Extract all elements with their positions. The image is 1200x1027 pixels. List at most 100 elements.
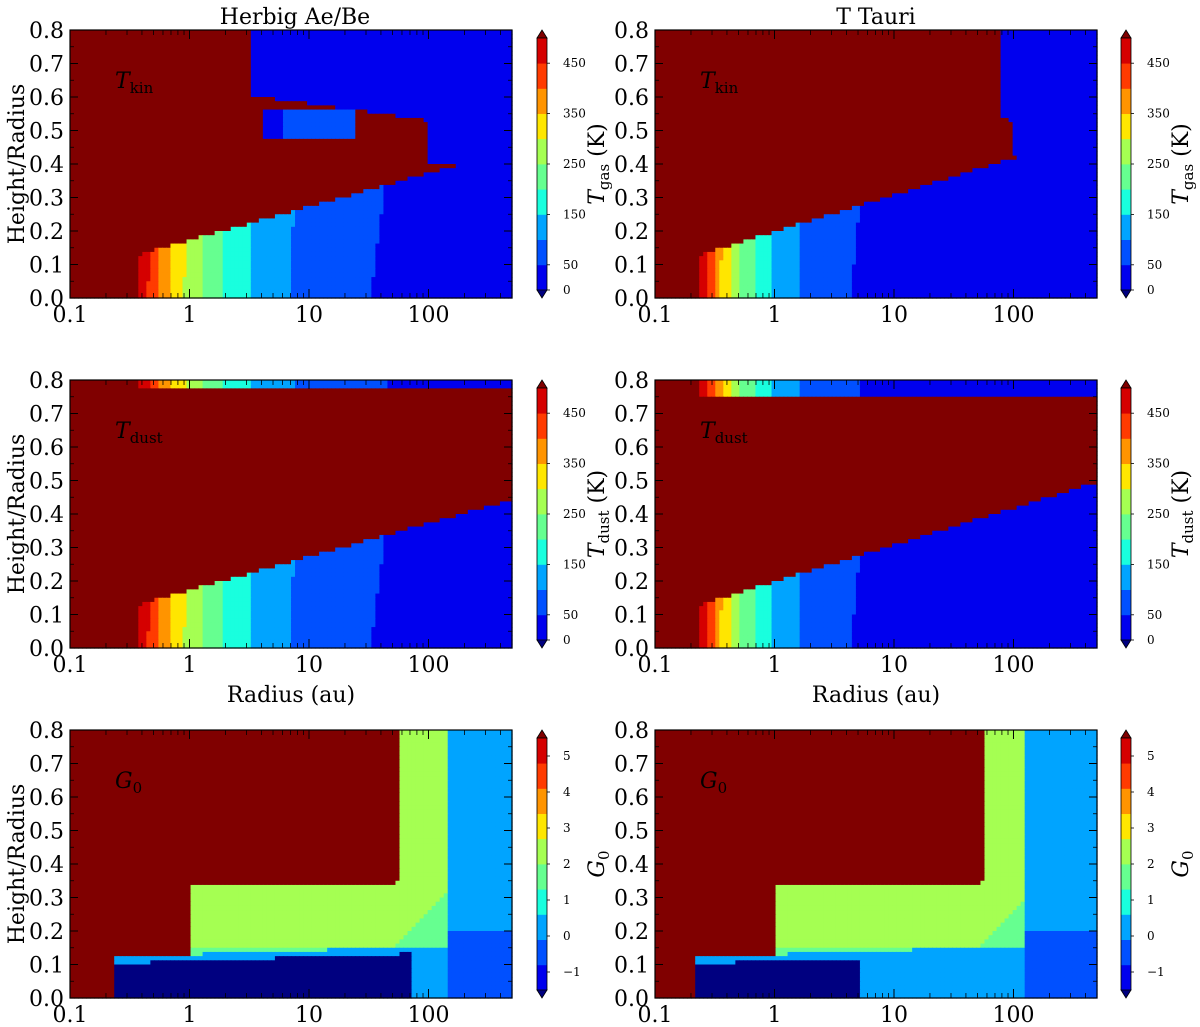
- heatmap-cell: [448, 93, 453, 98]
- heatmap-cell: [215, 126, 220, 131]
- heatmap-cell: [432, 64, 437, 69]
- heatmap-cell: [383, 72, 388, 77]
- heatmap-cell: [452, 110, 457, 115]
- heatmap-cell: [166, 80, 171, 85]
- heatmap-cell: [231, 160, 236, 165]
- heatmap-cell: [211, 110, 216, 115]
- heatmap-cell: [327, 101, 332, 106]
- heatmap-cell: [363, 105, 368, 110]
- heatmap-cell: [279, 72, 284, 77]
- heatmap-cell: [347, 151, 352, 156]
- heatmap-cell: [468, 110, 473, 115]
- heatmap-cell: [102, 126, 107, 131]
- heatmap-cell: [307, 80, 312, 85]
- heatmap-cell: [158, 105, 163, 110]
- heatmap-cell: [343, 101, 348, 106]
- heatmap-cell: [444, 164, 449, 169]
- heatmap-cell: [404, 97, 409, 102]
- heatmap-cell: [207, 55, 212, 60]
- heatmap-cell: [207, 110, 212, 115]
- heatmap-cell: [303, 84, 308, 89]
- heatmap-cell: [404, 147, 409, 152]
- heatmap-cell: [138, 114, 143, 119]
- heatmap-cell: [460, 139, 465, 144]
- heatmap-cell: [448, 47, 453, 52]
- heatmap-cell: [267, 64, 272, 69]
- heatmap-cell: [444, 139, 449, 144]
- heatmap-cell: [448, 126, 453, 131]
- heatmap-cell: [440, 126, 445, 131]
- heatmap-cell: [255, 122, 260, 127]
- heatmap-cell: [303, 68, 308, 73]
- heatmap-cell: [327, 118, 332, 123]
- heatmap-cell: [158, 101, 163, 106]
- heatmap-cell: [492, 135, 497, 140]
- heatmap-cell: [420, 122, 425, 127]
- heatmap-cell: [187, 156, 192, 161]
- heatmap-cell: [331, 122, 336, 127]
- heatmap-cell: [247, 64, 252, 69]
- heatmap-cell: [359, 89, 364, 94]
- heatmap-cell: [436, 34, 441, 39]
- heatmap-cell: [375, 118, 380, 123]
- heatmap-cell: [383, 43, 388, 48]
- heatmap-cell: [452, 59, 457, 64]
- heatmap-cell: [255, 143, 260, 148]
- heatmap-cell: [122, 143, 127, 148]
- heatmap-cell: [440, 72, 445, 77]
- heatmap-cell: [275, 93, 280, 98]
- heatmap-cell: [110, 51, 115, 56]
- heatmap-cell: [315, 101, 320, 106]
- heatmap-cell: [110, 97, 115, 102]
- heatmap-cell: [420, 89, 425, 94]
- heatmap-cell: [259, 110, 264, 115]
- heatmap-cell: [432, 168, 437, 173]
- heatmap-cell: [464, 76, 469, 81]
- heatmap-cell: [399, 164, 404, 169]
- heatmap-cell: [299, 84, 304, 89]
- heatmap-cell: [307, 101, 312, 106]
- heatmap-cell: [110, 118, 115, 123]
- heatmap-cell: [243, 59, 248, 64]
- heatmap-cell: [335, 97, 340, 102]
- heatmap-cell: [460, 72, 465, 77]
- heatmap-cell: [106, 47, 111, 52]
- heatmap-cell: [351, 59, 356, 64]
- heatmap-cell: [146, 143, 151, 148]
- heatmap-cell: [150, 126, 155, 131]
- heatmap-cell: [94, 68, 99, 73]
- heatmap-cell: [343, 80, 348, 85]
- heatmap-cell: [259, 131, 264, 136]
- heatmap-cell: [492, 80, 497, 85]
- heatmap-cell: [243, 131, 248, 136]
- heatmap-cell: [307, 64, 312, 69]
- heatmap-cell: [239, 131, 244, 136]
- heatmap-cell: [154, 68, 159, 73]
- heatmap-cell: [331, 156, 336, 161]
- heatmap-cell: [251, 135, 256, 140]
- heatmap-cell: [150, 139, 155, 144]
- heatmap-cell: [146, 110, 151, 115]
- heatmap-cell: [150, 59, 155, 64]
- heatmap-cell: [315, 143, 320, 148]
- heatmap-cell: [428, 101, 433, 106]
- heatmap-cell: [448, 168, 453, 173]
- heatmap-cell: [287, 122, 292, 127]
- heatmap-cell: [408, 139, 413, 144]
- heatmap-cell: [118, 59, 123, 64]
- heatmap-cell: [134, 34, 139, 39]
- heatmap-cell: [251, 143, 256, 148]
- heatmap-cell: [367, 168, 372, 173]
- heatmap-cell: [371, 160, 376, 165]
- heatmap-cell: [178, 118, 183, 123]
- heatmap-cell: [231, 84, 236, 89]
- heatmap-cell: [468, 122, 473, 127]
- heatmap-cell: [287, 139, 292, 144]
- heatmap-cell: [327, 135, 332, 140]
- heatmap-cell: [191, 143, 196, 148]
- heatmap-cell: [355, 76, 360, 81]
- heatmap-cell: [420, 93, 425, 98]
- heatmap-cell: [279, 126, 284, 131]
- heatmap-cell: [247, 131, 252, 136]
- heatmap-cell: [263, 89, 268, 94]
